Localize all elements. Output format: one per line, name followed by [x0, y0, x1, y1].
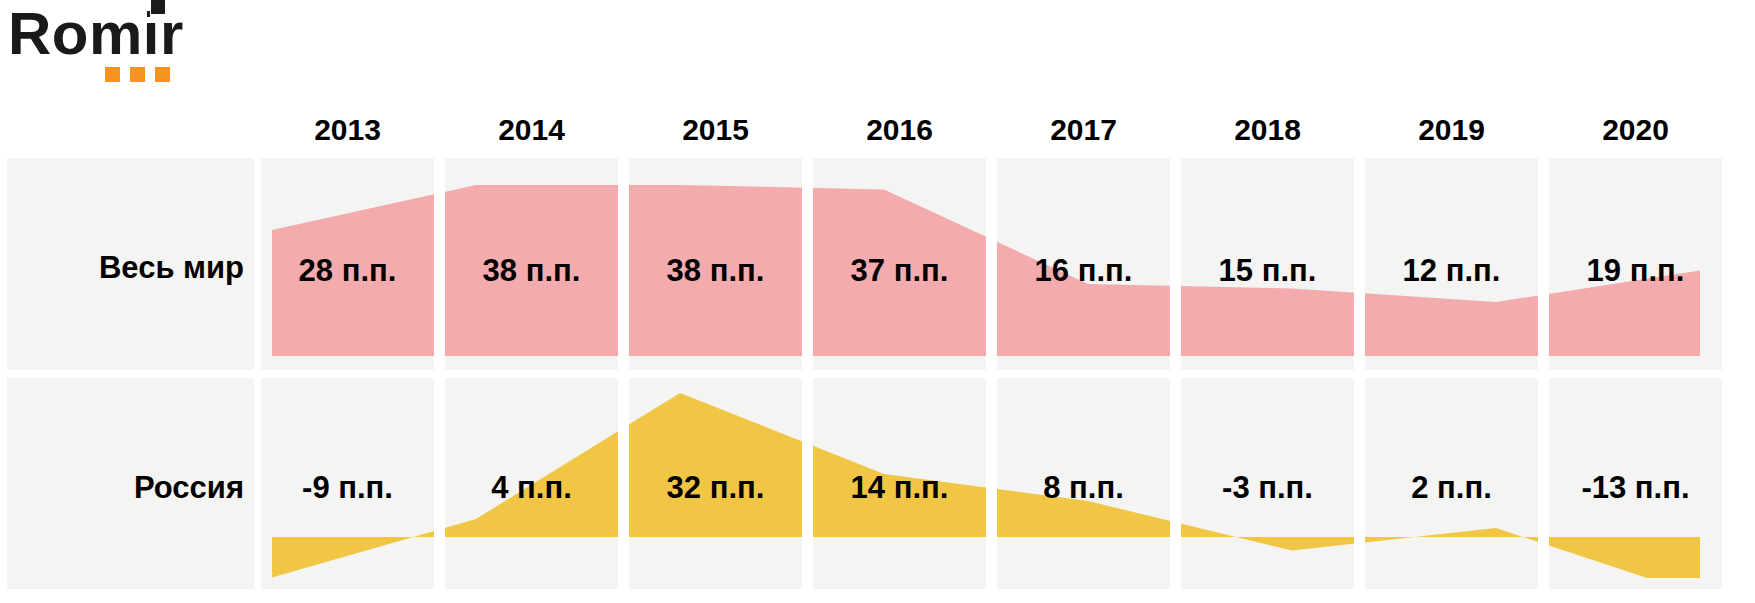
year-label: 2016: [813, 114, 986, 146]
column-divider: [986, 378, 997, 589]
column-divider: [802, 158, 813, 370]
year-header: 2013 2014 2015 2016 2017 2018 2019 2020: [261, 114, 1722, 146]
year-label: 2017: [997, 114, 1170, 146]
column-divider: [986, 158, 997, 370]
value-label: 15 п.п.: [1181, 254, 1354, 288]
year-label: 2014: [445, 114, 618, 146]
column-divider: [1354, 378, 1365, 589]
row-label-cell: Весь мир: [7, 158, 254, 370]
value-label: 28 п.п.: [261, 254, 434, 288]
row-label: Весь мир: [99, 250, 244, 286]
value-label: -13 п.п.: [1549, 471, 1722, 505]
value-label: 37 п.п.: [813, 254, 986, 288]
infographic-page: Romir 2013 2014 2015 2016 2017 2018 2019 2020 В…: [0, 0, 1755, 603]
column-divider: [1170, 158, 1181, 370]
column-divider: [434, 378, 445, 589]
value-label: -9 п.п.: [261, 471, 434, 505]
value-label: -3 п.п.: [1181, 471, 1354, 505]
value-label: 12 п.п.: [1365, 254, 1538, 288]
row-label-cell: Россия: [7, 378, 254, 589]
row-label: Россия: [134, 470, 244, 506]
series-row: Весь мир 28 п.п. 38 п.п. 38 п.п. 37 п.п. 16 п…: [0, 158, 1755, 370]
value-label: 2 п.п.: [1365, 471, 1538, 505]
value-label: 14 п.п.: [813, 471, 986, 505]
romir-logo: Romir: [8, 0, 268, 90]
year-label: 2019: [1365, 114, 1538, 146]
column-divider: [618, 378, 629, 589]
column-divider: [1170, 378, 1181, 589]
value-label: 8 п.п.: [997, 471, 1170, 505]
value-label: 4 п.п.: [445, 471, 618, 505]
column-divider: [434, 158, 445, 370]
logo-orange-square-icon: [130, 67, 145, 82]
year-label: 2020: [1549, 114, 1722, 146]
logo-orange-square-icon: [155, 67, 170, 82]
value-label: 38 п.п.: [445, 254, 618, 288]
column-divider: [1538, 158, 1549, 370]
year-label: 2018: [1181, 114, 1354, 146]
logo-square-dot: [151, 0, 165, 14]
series-row: Россия-9 п.п.4 п.п.32 п.п.14 п.п.8 п.п.-…: [0, 378, 1755, 589]
value-label: 16 п.п.: [997, 254, 1170, 288]
value-label: 32 п.п.: [629, 471, 802, 505]
column-divider: [1354, 158, 1365, 370]
column-divider: [618, 158, 629, 370]
row-chart-area: -9 п.п. 4 п.п. 32 п.п. 14 п.п. 8 п.п. -3 п.п.…: [261, 378, 1722, 589]
year-label: 2015: [629, 114, 802, 146]
value-label: 19 п.п.: [1549, 254, 1722, 288]
row-chart-area: 28 п.п. 38 п.п. 38 п.п. 37 п.п. 16 п.п. 15 п.…: [261, 158, 1722, 370]
column-divider: [802, 378, 813, 589]
logo-orange-square-icon: [105, 67, 120, 82]
value-label: 38 п.п.: [629, 254, 802, 288]
year-label: 2013: [261, 114, 434, 146]
column-divider: [1538, 378, 1549, 589]
